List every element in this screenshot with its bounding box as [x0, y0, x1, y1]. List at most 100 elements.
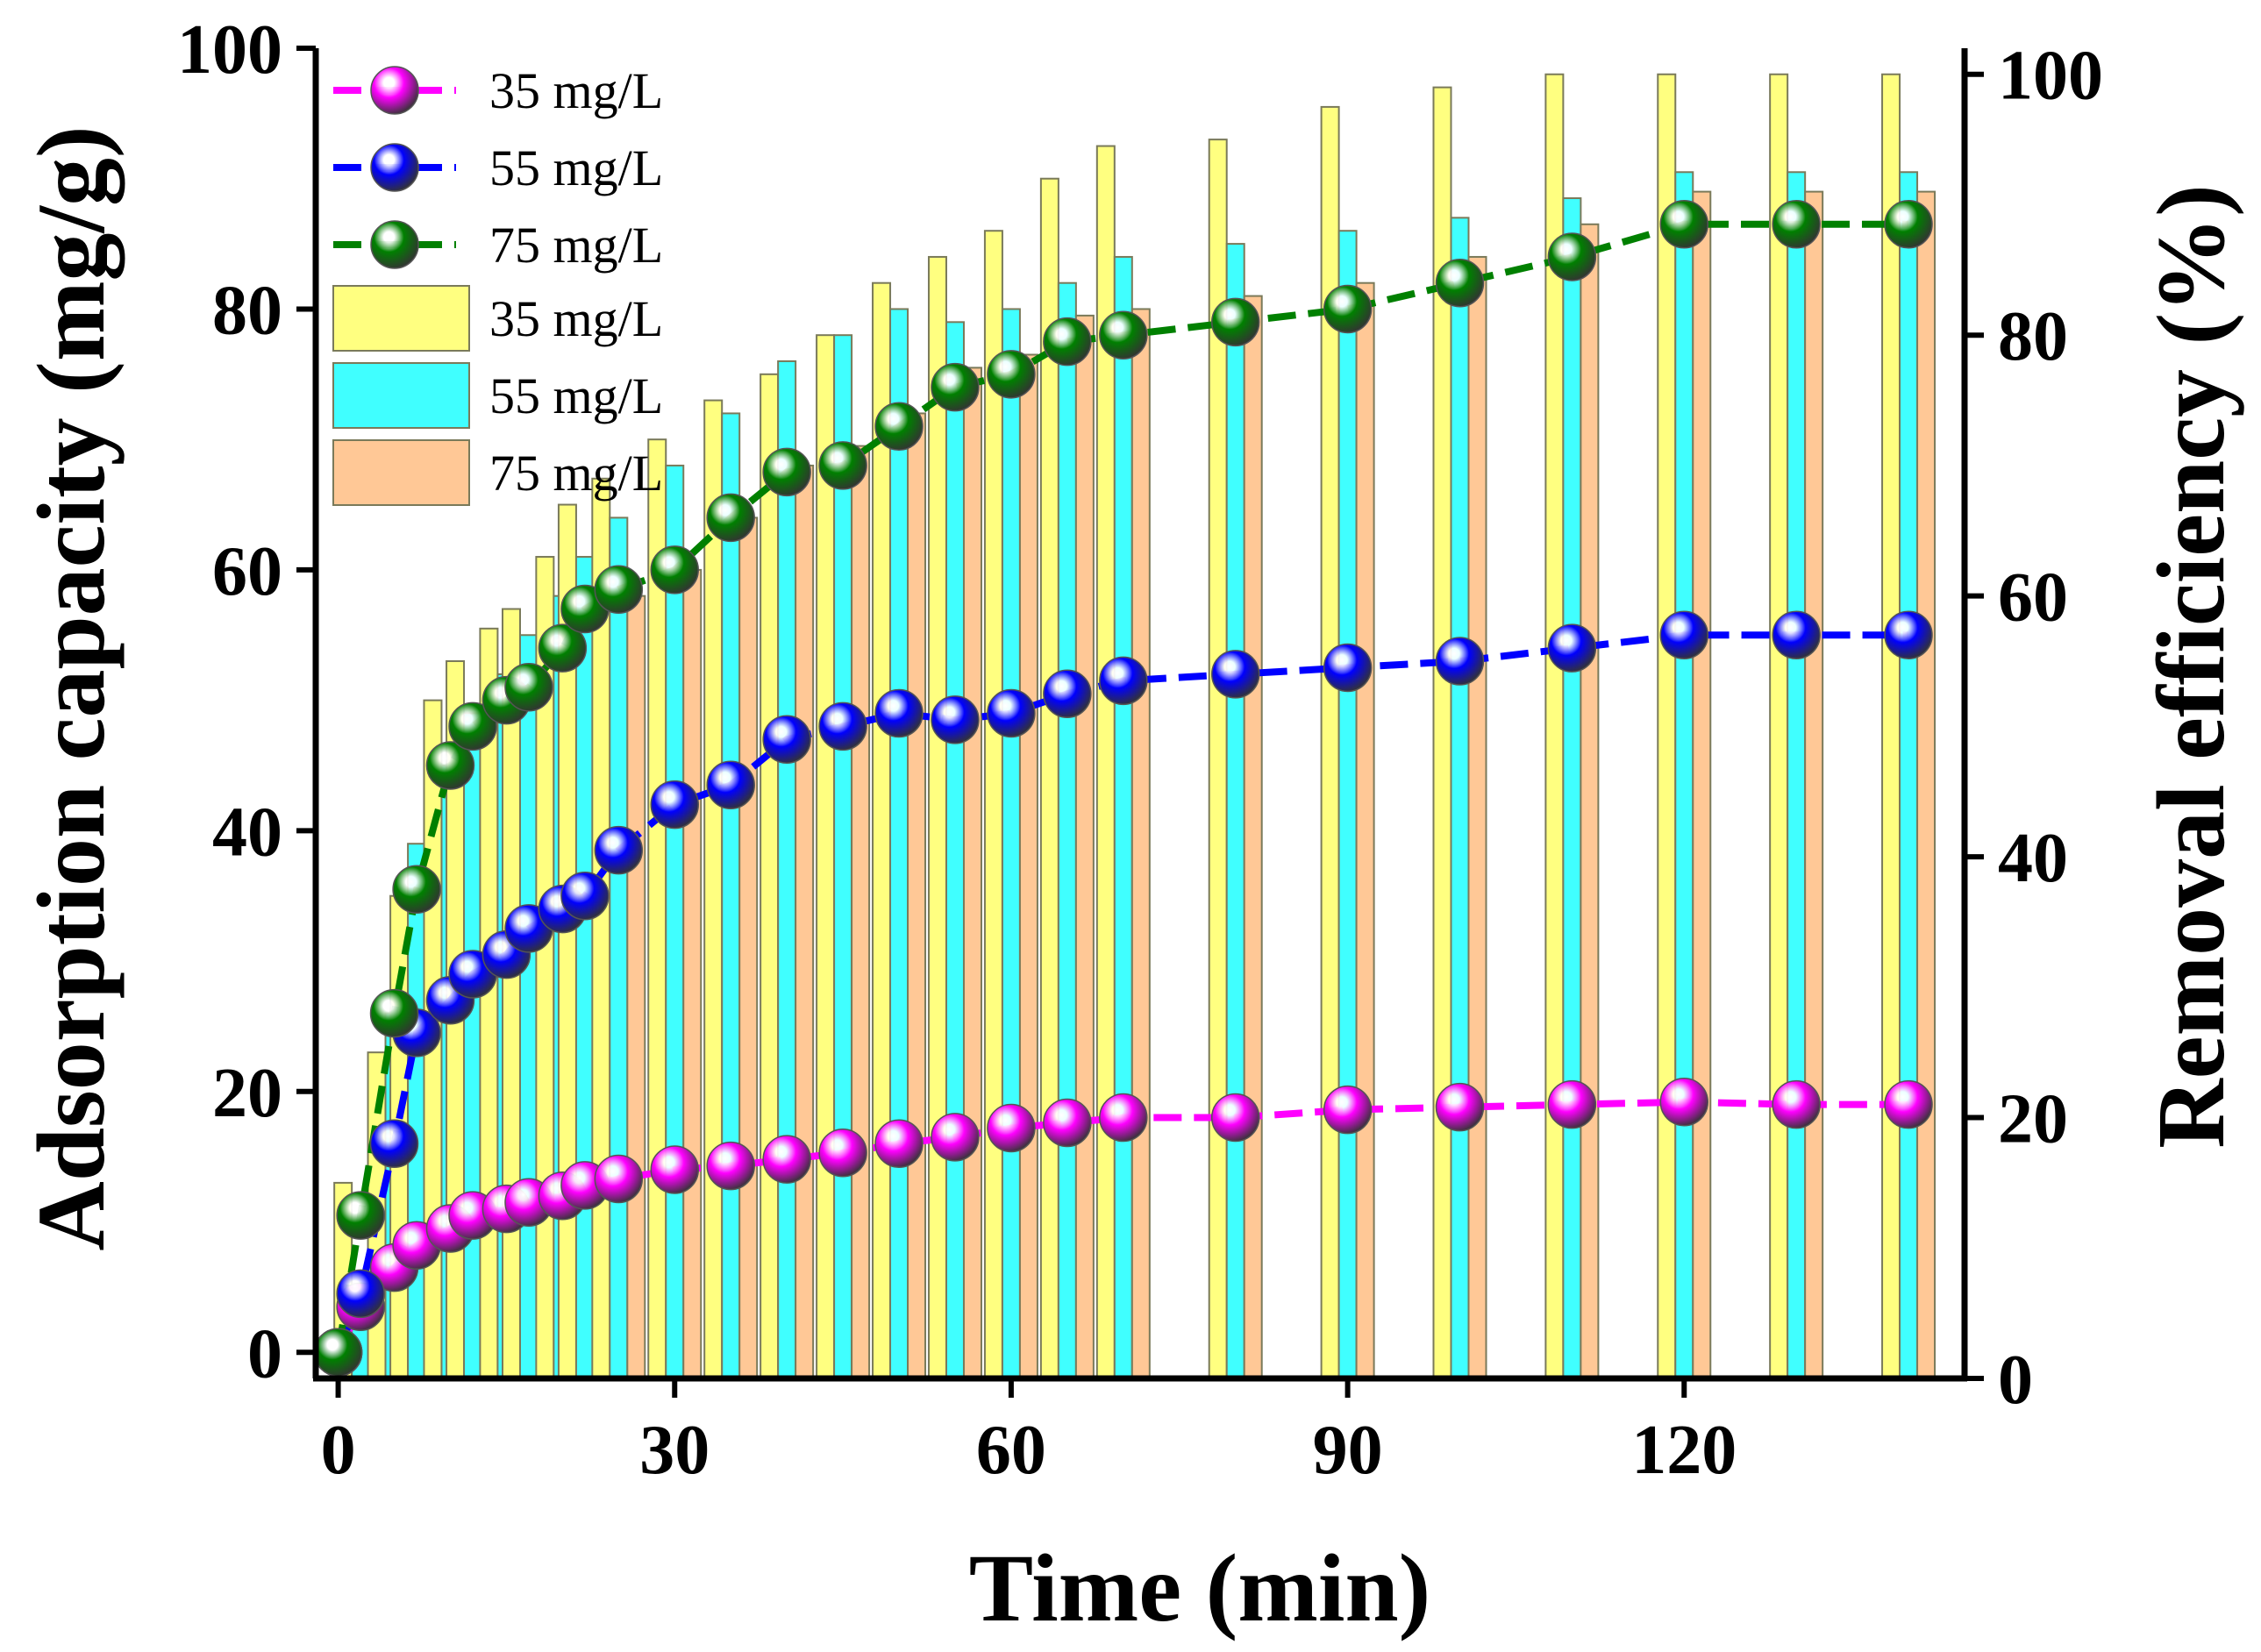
series-2-point-14 [818, 701, 867, 751]
series-2-point-11 [650, 780, 700, 830]
y-left-tick-label-0: 0 [247, 1315, 282, 1392]
series-2-point-9 [560, 871, 610, 921]
series-1-point-14 [818, 1128, 867, 1178]
series-2-point-12 [706, 760, 755, 810]
series-3-point-16 [931, 362, 980, 412]
y-left-tick-label-2: 40 [212, 794, 282, 871]
series-3-point-14 [818, 441, 867, 490]
bar-3-20 [1243, 295, 1263, 1379]
series-2-point-18 [1043, 669, 1092, 718]
bar-2-12 [721, 412, 741, 1379]
bar-1-16 [927, 255, 947, 1379]
series-1-point-20 [1210, 1093, 1260, 1143]
series-1-point-23 [1547, 1079, 1597, 1129]
legend-line-label-1: 35 mg/L [489, 62, 663, 119]
bar-2-22 [1450, 217, 1470, 1379]
series-3-point-8 [538, 623, 588, 673]
bar-3-24 [1692, 190, 1712, 1380]
series-3-point-17 [987, 350, 1036, 399]
bar-3-16 [962, 367, 982, 1379]
y-left-tick-label-1: 20 [212, 1055, 282, 1132]
series-3-point-19 [1099, 310, 1148, 360]
bar-2-13 [777, 360, 797, 1379]
bar-2-21 [1337, 230, 1358, 1379]
bar-2-9 [574, 556, 595, 1379]
series-1-point-10 [594, 1154, 644, 1204]
legend-bar-swatch-1 [332, 285, 470, 352]
series-2-point-21 [1323, 643, 1373, 693]
series-1-point-16 [931, 1113, 980, 1162]
bar-2-7 [518, 634, 539, 1379]
series-3-point-11 [650, 545, 700, 595]
series-3-point-21 [1323, 284, 1373, 334]
bar-3-14 [851, 445, 871, 1379]
bar-3-23 [1580, 223, 1600, 1379]
series-2-point-26 [1884, 610, 1933, 660]
bar-2-25 [1787, 171, 1807, 1380]
legend-line-marker-2 [370, 143, 419, 192]
series-1-point-13 [762, 1135, 811, 1184]
y-right-tick-label-5: 100 [1998, 38, 2103, 115]
series-2-point-25 [1772, 610, 1821, 660]
series-1-point-25 [1772, 1079, 1821, 1129]
series-3-point-25 [1772, 200, 1821, 249]
series-2-point-17 [987, 688, 1036, 738]
legend-bar-label-3: 75 mg/L [489, 445, 663, 502]
bar-2-10 [609, 516, 629, 1379]
series-3-point-24 [1659, 200, 1709, 249]
bar-3-11 [682, 568, 703, 1379]
series-2-point-1 [336, 1269, 385, 1319]
bar-1-13 [760, 373, 780, 1379]
bar-3-15 [907, 412, 927, 1379]
bar-3-25 [1804, 190, 1824, 1380]
bar-3-17 [1018, 353, 1038, 1380]
x-tick-label-4: 120 [1631, 1412, 1737, 1489]
series-2-point-2 [369, 1119, 419, 1169]
series-2-point-22 [1435, 637, 1485, 686]
series-3-point-15 [874, 402, 924, 452]
legend-bar-swatch-3 [332, 439, 470, 506]
series-3-point-5 [448, 701, 497, 751]
bar-2-16 [945, 321, 965, 1380]
legend: 35 mg/L 55 mg/L 75 mg/L 35 mg/L 55 mg/L 75 mg… [332, 62, 663, 506]
bar-1-26 [1881, 73, 1901, 1379]
series-3-point-1 [336, 1191, 385, 1240]
y-right-tick-label-4: 80 [1998, 298, 2068, 375]
bar-3-21 [1355, 281, 1375, 1379]
y-left-axis-title: Adsorption capacity (mg/g) [18, 125, 125, 1250]
series-3-point-13 [762, 447, 811, 497]
series-1-point-15 [874, 1119, 924, 1169]
x-axis-title: Time (min) [969, 1535, 1431, 1641]
series-2-point-16 [931, 695, 980, 744]
series-3-point-23 [1547, 232, 1597, 281]
legend-line-label-2: 55 mg/L [489, 139, 663, 196]
legend-line-marker-3 [370, 220, 419, 269]
y-left-tick-label-3: 60 [212, 533, 282, 610]
legend-line-label-3: 75 mg/L [489, 217, 663, 274]
x-tick-label-0: 0 [321, 1412, 356, 1489]
bar-3-13 [795, 464, 815, 1380]
series-2-point-15 [874, 688, 924, 738]
series-3-point-2 [369, 988, 419, 1038]
legend-bar-swatch-2 [332, 362, 470, 429]
bar-1-17 [983, 230, 1003, 1379]
series-1-point-22 [1435, 1082, 1485, 1132]
bar-1-14 [816, 334, 836, 1380]
x-tick-label-3: 90 [1313, 1412, 1383, 1489]
bar-2-23 [1562, 197, 1582, 1380]
series-3-point-26 [1884, 200, 1933, 249]
legend-bar-label-1: 35 mg/L [489, 290, 663, 347]
bar-3-12 [738, 516, 759, 1379]
series-1-point-24 [1659, 1077, 1709, 1127]
series-3-point-7 [504, 663, 553, 712]
axes-layer: 0 30 60 90 120 0 20 40 60 80 100 0 20 40 60 80 100 [177, 11, 2103, 1489]
series-3-point-4 [425, 741, 475, 790]
series-2-point-10 [594, 825, 644, 875]
series-1-point-18 [1043, 1098, 1092, 1148]
bar-2-24 [1674, 171, 1694, 1380]
bar-2-14 [833, 334, 853, 1380]
bar-3-18 [1074, 314, 1095, 1380]
series-1-point-26 [1884, 1079, 1933, 1129]
y-right-tick-label-3: 60 [1998, 559, 2068, 637]
